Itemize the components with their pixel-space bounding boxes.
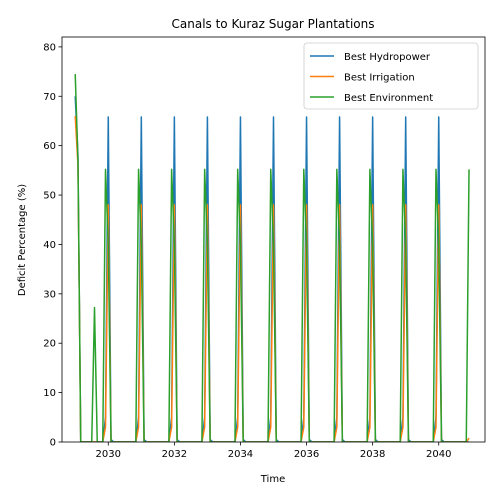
legend-label: Best Environment bbox=[344, 93, 433, 104]
x-axis-label: Time bbox=[260, 474, 285, 485]
legend-box bbox=[303, 42, 479, 110]
legend-label: Best Irrigation bbox=[344, 73, 415, 84]
y-tick-label: 70 bbox=[43, 92, 56, 103]
y-tick-label: 60 bbox=[43, 141, 56, 152]
y-axis-label: Deficit Percentage (%) bbox=[17, 184, 28, 296]
y-tick-label: 30 bbox=[43, 289, 56, 300]
legend: Best Hydropower Best Irrigation Best Envir… bbox=[303, 42, 479, 110]
plot-frame bbox=[61, 36, 486, 443]
x-tick-label: 2038 bbox=[360, 449, 385, 460]
x-tick-label: 2030 bbox=[96, 449, 121, 460]
y-tick-label: 50 bbox=[43, 191, 56, 202]
legend-label: Best Hydropower bbox=[344, 52, 431, 63]
y-tick-label: 0 bbox=[50, 438, 56, 449]
x-tick-label: 2040 bbox=[426, 449, 451, 460]
axes: 2030 2032 2034 2036 2038 20400102030405060708… bbox=[43, 36, 486, 460]
y-tick-label: 10 bbox=[43, 388, 56, 399]
x-tick-label: 2036 bbox=[294, 449, 319, 460]
y-tick-label: 40 bbox=[43, 240, 56, 251]
plot-area bbox=[74, 74, 470, 442]
y-tick-label: 20 bbox=[43, 339, 56, 350]
y-tick-label: 80 bbox=[43, 42, 56, 53]
x-tick-label: 2032 bbox=[162, 449, 187, 460]
series-line-best-environment bbox=[74, 74, 470, 442]
chart-title: Canals to Kuraz Sugar Plantations bbox=[172, 17, 375, 31]
x-tick-label: 2034 bbox=[228, 449, 253, 460]
